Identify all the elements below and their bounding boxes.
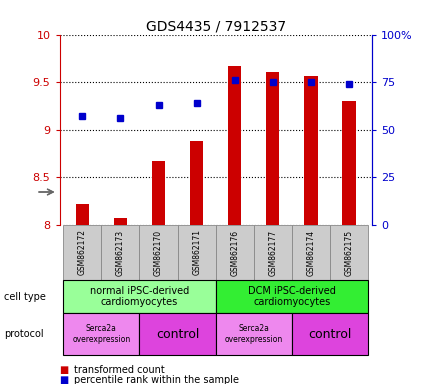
Text: DCM iPSC-derived
cardiomyocytes: DCM iPSC-derived cardiomyocytes [248, 286, 336, 308]
Text: GSM862175: GSM862175 [345, 229, 354, 276]
Text: protocol: protocol [4, 329, 44, 339]
Text: control: control [156, 328, 199, 341]
Bar [216, 280, 368, 313]
Text: GSM862177: GSM862177 [268, 229, 278, 276]
Bar [304, 76, 317, 225]
Text: GSM862173: GSM862173 [116, 229, 125, 276]
Bar [343, 101, 356, 225]
Text: GSM862172: GSM862172 [78, 230, 87, 275]
Text: GSM862171: GSM862171 [192, 230, 201, 275]
Bar [216, 313, 292, 355]
Text: normal iPSC-derived
cardiomyocytes: normal iPSC-derived cardiomyocytes [90, 286, 189, 308]
Text: GSM862170: GSM862170 [154, 229, 163, 276]
Bar [139, 313, 216, 355]
Text: cell type: cell type [4, 291, 46, 302]
Bar [292, 225, 330, 280]
Bar [63, 313, 139, 355]
Text: percentile rank within the sample: percentile rank within the sample [74, 375, 239, 384]
Text: Serca2a
overexpression: Serca2a overexpression [225, 324, 283, 344]
Text: GSM862176: GSM862176 [230, 229, 239, 276]
Text: ■: ■ [60, 365, 69, 375]
Bar [266, 72, 280, 225]
Bar [190, 141, 203, 225]
Text: GSM862174: GSM862174 [306, 229, 315, 276]
Bar [102, 225, 139, 280]
Bar [216, 225, 254, 280]
Bar [139, 225, 178, 280]
Text: control: control [308, 328, 351, 341]
Bar [254, 225, 292, 280]
Text: transformed count: transformed count [74, 365, 165, 375]
Text: Serca2a
overexpression: Serca2a overexpression [72, 324, 130, 344]
Bar [76, 204, 89, 225]
Bar [63, 280, 216, 313]
Bar [178, 225, 216, 280]
Title: GDS4435 / 7912537: GDS4435 / 7912537 [146, 20, 286, 33]
Bar [114, 218, 127, 225]
Bar [152, 161, 165, 225]
Bar [63, 225, 102, 280]
Bar [330, 225, 368, 280]
Bar [228, 66, 241, 225]
Bar [292, 313, 368, 355]
Text: ■: ■ [60, 375, 69, 384]
